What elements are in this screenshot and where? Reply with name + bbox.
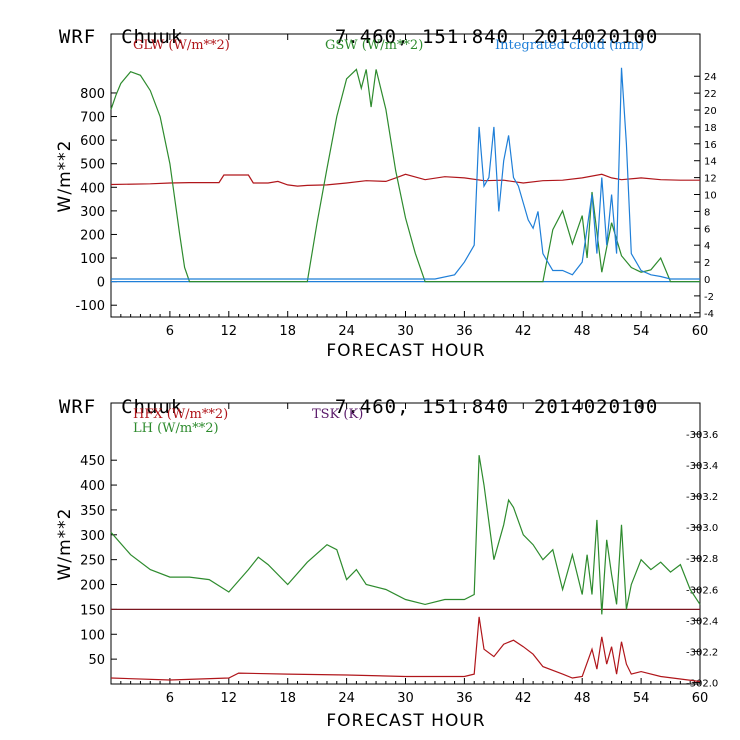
bottom-y2tick-label: -303.0 [686,523,718,534]
top-y2tick-label: 2 [704,258,710,269]
top-y2tick-label: 16 [704,140,717,151]
top-ytick-label: -100 [75,299,105,314]
bottom-xtick-label: 48 [574,691,591,706]
bottom-xtick-label: 24 [338,691,355,706]
top-y2tick-label: 14 [704,157,717,168]
top-header-right: 7.460, 151.840 2014020100 [310,4,658,48]
bottom-y2tick-label: -303.4 [686,461,718,472]
top-y2tick-label: 6 [704,224,710,235]
bottom-chart: 6 12 18 24 30 36 42 48 54 60 50 100 150 200 250 300 350 4… [55,402,718,731]
top-xtick-label: 6 [166,324,174,339]
top-legend-gsw: GSW (W/m**2) [325,38,423,53]
top-xtick-label: 18 [279,324,296,339]
bottom-legend-tsk: TSK (K) [312,407,363,422]
bottom-ytick-label: 400 [80,479,105,494]
bottom-ylabel: W/m**2 [55,508,75,581]
bottom-ytick-label: 200 [80,579,105,594]
bottom-model: WRF [58,396,97,418]
bottom-header-right: 7.460, 151.840 2014020100 [310,374,658,418]
top-xtick-label: 42 [515,324,532,339]
bottom-ytick-label: 50 [88,653,105,668]
bottom-y2tick-label: -302.8 [686,554,718,565]
bottom-xtick-label: 54 [633,691,650,706]
top-ytick-label: 200 [80,228,105,243]
top-y2tick-label: 10 [704,191,717,202]
top-location: Chuuk [121,26,184,48]
top-header: WRF Chuuk [34,4,183,48]
top-legend-cloud: Integrated cloud (mm) [495,38,644,53]
bottom-xtick-label: 42 [515,691,532,706]
bottom-y2tick-label: -302.0 [686,678,718,689]
top-xtick-label: 60 [692,324,709,339]
bottom-ytick-label: 250 [80,554,105,569]
top-xtick-label: 12 [221,324,238,339]
top-ylabel: W/m**2 [55,140,75,213]
top-date: 2014020100 [533,26,659,48]
top-plot-frame [110,33,701,318]
top-ytick-label: 400 [80,181,105,196]
bottom-y2tick-label: -302.2 [686,647,718,658]
top-y2tick-label: 0 [704,275,710,286]
top-xtick-label: 24 [338,324,355,339]
top-ytick-label: 100 [80,252,105,267]
bottom-ytick-label: 450 [80,454,105,469]
bottom-y2tick-label: -302.4 [686,616,718,627]
bottom-ytick-label: 300 [80,529,105,544]
bottom-xtick-label: 60 [692,691,709,706]
top-y2tick-label: 22 [704,89,717,100]
bottom-legend-hfx: HFX (W/m**2) [133,407,228,422]
top-chart: 6 12 18 24 30 36 42 48 54 60-10001002003004005006… [55,33,717,361]
top-y2tick-label: 12 [704,174,717,185]
bottom-y2tick-label: -303.2 [686,492,718,503]
top-ytick-label: 300 [80,205,105,220]
top-ytick-label: 800 [80,87,105,102]
top-legend-glw: GLW (W/m**2) [133,38,230,53]
bottom-location: Chuuk [121,396,184,418]
top-xtick-label: 30 [397,324,414,339]
top-xtick-label: 48 [574,324,591,339]
top-y2tick-label: 18 [704,123,717,134]
bottom-header: WRF Chuuk [34,374,183,418]
top-series-0-line [110,173,700,187]
bottom-xtick-label: 18 [279,691,296,706]
top-ytick-label: 700 [80,111,105,126]
bottom-xtick-label: 30 [397,691,414,706]
top-y2tick-label: 20 [704,106,717,117]
top-xtick-label: 54 [633,324,650,339]
bottom-xtick-label: 6 [166,691,174,706]
top-y2tick-label: 4 [704,241,710,252]
top-ytick-label: 600 [80,134,105,149]
bottom-y2tick-label: -303.6 [686,430,718,441]
bottom-date: 2014020100 [533,396,659,418]
bottom-ytick-label: 150 [80,603,105,618]
bottom-y2tick-label: -302.6 [686,585,718,596]
top-y2tick-label: 8 [704,207,710,218]
top-model: WRF [58,26,97,48]
top-y2tick-label: -4 [704,309,714,320]
bottom-xlabel: FORECAST HOUR [326,711,485,731]
bottom-ytick-label: 100 [80,628,105,643]
top-y2tick-label: 24 [704,72,717,83]
top-coords: 7.460, 151.840 [334,26,510,48]
top-ytick-label: 500 [80,158,105,173]
top-xlabel: FORECAST HOUR [326,341,485,361]
top-ytick-label: 0 [97,276,105,291]
bottom-series-1-line [110,455,701,615]
bottom-series-0-line [110,616,701,683]
bottom-xtick-label: 12 [221,691,238,706]
top-series-1-line [110,68,700,283]
bottom-coords: 7.460, 151.840 [334,396,510,418]
top-y2tick-label: -2 [704,292,714,303]
bottom-plot-frame [110,402,701,685]
bottom-xtick-label: 36 [456,691,473,706]
top-series-2-line [111,67,700,280]
bottom-ytick-label: 350 [80,504,105,519]
bottom-legend-lh: LH (W/m**2) [133,421,219,436]
top-xtick-label: 36 [456,324,473,339]
